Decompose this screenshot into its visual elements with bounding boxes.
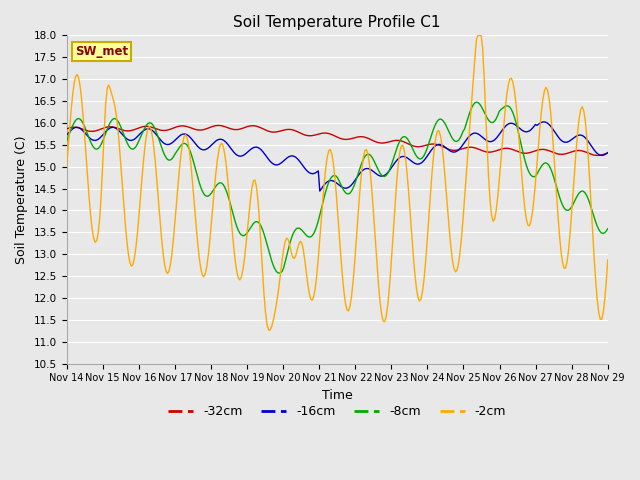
X-axis label: Time: Time [322,389,353,402]
Legend: -32cm, -16cm, -8cm, -2cm: -32cm, -16cm, -8cm, -2cm [163,400,511,423]
Text: SW_met: SW_met [75,45,128,58]
Title: Soil Temperature Profile C1: Soil Temperature Profile C1 [234,15,441,30]
Y-axis label: Soil Temperature (C): Soil Temperature (C) [15,135,28,264]
